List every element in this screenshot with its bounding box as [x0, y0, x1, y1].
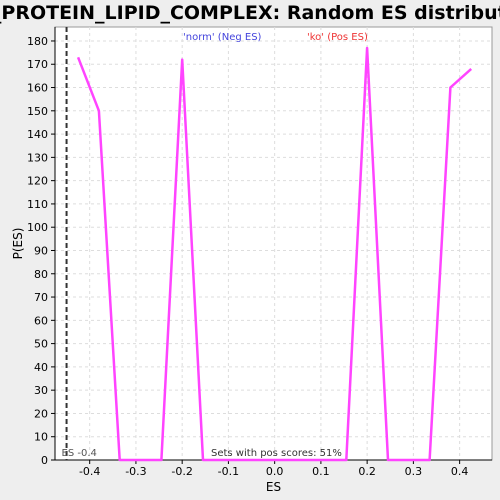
observed-es-label: ES -0.4: [62, 448, 97, 459]
y-tick-label: 160: [27, 82, 48, 95]
grid-lines: [55, 27, 492, 461]
y-tick-label: 70: [34, 291, 48, 304]
x-axis-label: ES: [266, 480, 281, 494]
y-tick-label: 30: [34, 384, 48, 397]
x-tick-label: -0.4: [79, 465, 100, 478]
y-tick-label: 20: [34, 407, 48, 420]
pos-es-label: 'ko' (Pos ES): [307, 32, 368, 43]
y-axis: 0 10 20 30 40 50 60 70 80 90 100 110 120 130 140 150 160…: [27, 27, 56, 467]
y-tick-label: 150: [27, 105, 48, 118]
y-tick-label: 110: [27, 198, 48, 211]
x-tick-label: -0.2: [171, 465, 192, 478]
y-tick-label: 60: [34, 314, 48, 327]
y-tick-label: 0: [41, 454, 48, 467]
chart-title: GO_PROTEIN_LIPID_COMPLEX: Random ES dist…: [0, 2, 500, 24]
y-tick-label: 120: [27, 175, 48, 188]
x-tick-label: 0.2: [358, 465, 376, 478]
y-tick-label: 50: [34, 338, 48, 351]
y-tick-label: 10: [34, 431, 48, 444]
x-tick-label: -0.1: [218, 465, 239, 478]
y-tick-label: 140: [27, 128, 48, 141]
neg-es-label: 'norm' (Neg ES): [183, 32, 262, 43]
y-tick-label: 80: [34, 268, 48, 281]
y-tick-label: 170: [27, 58, 48, 71]
y-tick-label: 100: [27, 221, 48, 234]
series-layer: [76, 46, 473, 462]
pos-scores-label: Sets with pos scores: 51%: [211, 448, 342, 459]
x-axis: -0.4 -0.3 -0.2 -0.1 0.0 0.1 0.2 0.3 0.4: [55, 459, 492, 478]
x-tick-label: -0.3: [125, 465, 146, 478]
y-tick-label: 90: [34, 244, 48, 257]
x-tick-label: 0.3: [405, 465, 423, 478]
x-tick-label: 0.1: [312, 465, 330, 478]
plot-area: [54, 26, 493, 461]
x-tick-label: 0.4: [451, 465, 469, 478]
y-tick-label: 130: [27, 151, 48, 164]
series-line: [76, 46, 473, 462]
x-tick-label: 0.0: [266, 465, 284, 478]
y-tick-label: 40: [34, 361, 48, 374]
y-axis-label: P(ES): [11, 228, 25, 260]
y-tick-label: 180: [27, 35, 48, 48]
